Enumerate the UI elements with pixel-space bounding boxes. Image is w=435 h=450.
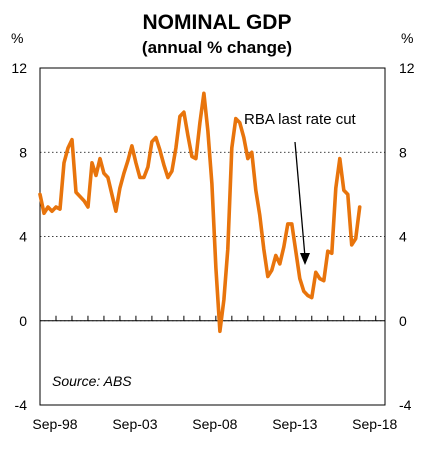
y-axis-label-right: %: [401, 30, 413, 46]
annotation-arrow: [294, 141, 306, 258]
series-group: [38, 91, 362, 334]
y-tick-label-left: 4: [19, 229, 27, 245]
rate-cut-annotation: RBA last rate cut: [244, 111, 357, 128]
y-tick-label-right: -4: [399, 397, 412, 413]
gdp-series-line: [38, 91, 362, 334]
y-tick-label-right: 12: [399, 60, 415, 76]
y-axis-label-left: %: [11, 30, 23, 46]
y-tick-label-right: 0: [399, 313, 407, 329]
x-tick-label: Sep-18: [352, 416, 397, 432]
y-tick-label-right: 4: [399, 229, 407, 245]
plot-frame: [39, 67, 386, 406]
y-tick-label-left: 12: [11, 60, 27, 76]
y-tick-label-left: 0: [19, 313, 27, 329]
source-note: Source: ABS: [52, 373, 132, 389]
y-tick-label-left: 8: [19, 144, 27, 160]
chart-subtitle: (annual % change): [142, 38, 292, 57]
x-tick-label: Sep-13: [272, 416, 317, 432]
y-tick-label-right: 8: [399, 144, 407, 160]
chart-title: NOMINAL GDP: [143, 11, 292, 34]
x-ticks: Sep-98 Sep-03 Sep-08 Sep-13 Sep-18: [32, 315, 398, 432]
annotation-arrowhead: [300, 253, 310, 265]
x-tick-label: Sep-98: [32, 416, 77, 432]
x-tick-label: Sep-03: [112, 416, 157, 432]
y-ticks-left: 12 8 4 0 -4: [11, 60, 27, 413]
y-ticks-right: 12 8 4 0 -4: [399, 60, 415, 413]
x-tick-label: Sep-08: [192, 416, 237, 432]
y-tick-label-left: -4: [15, 397, 28, 413]
